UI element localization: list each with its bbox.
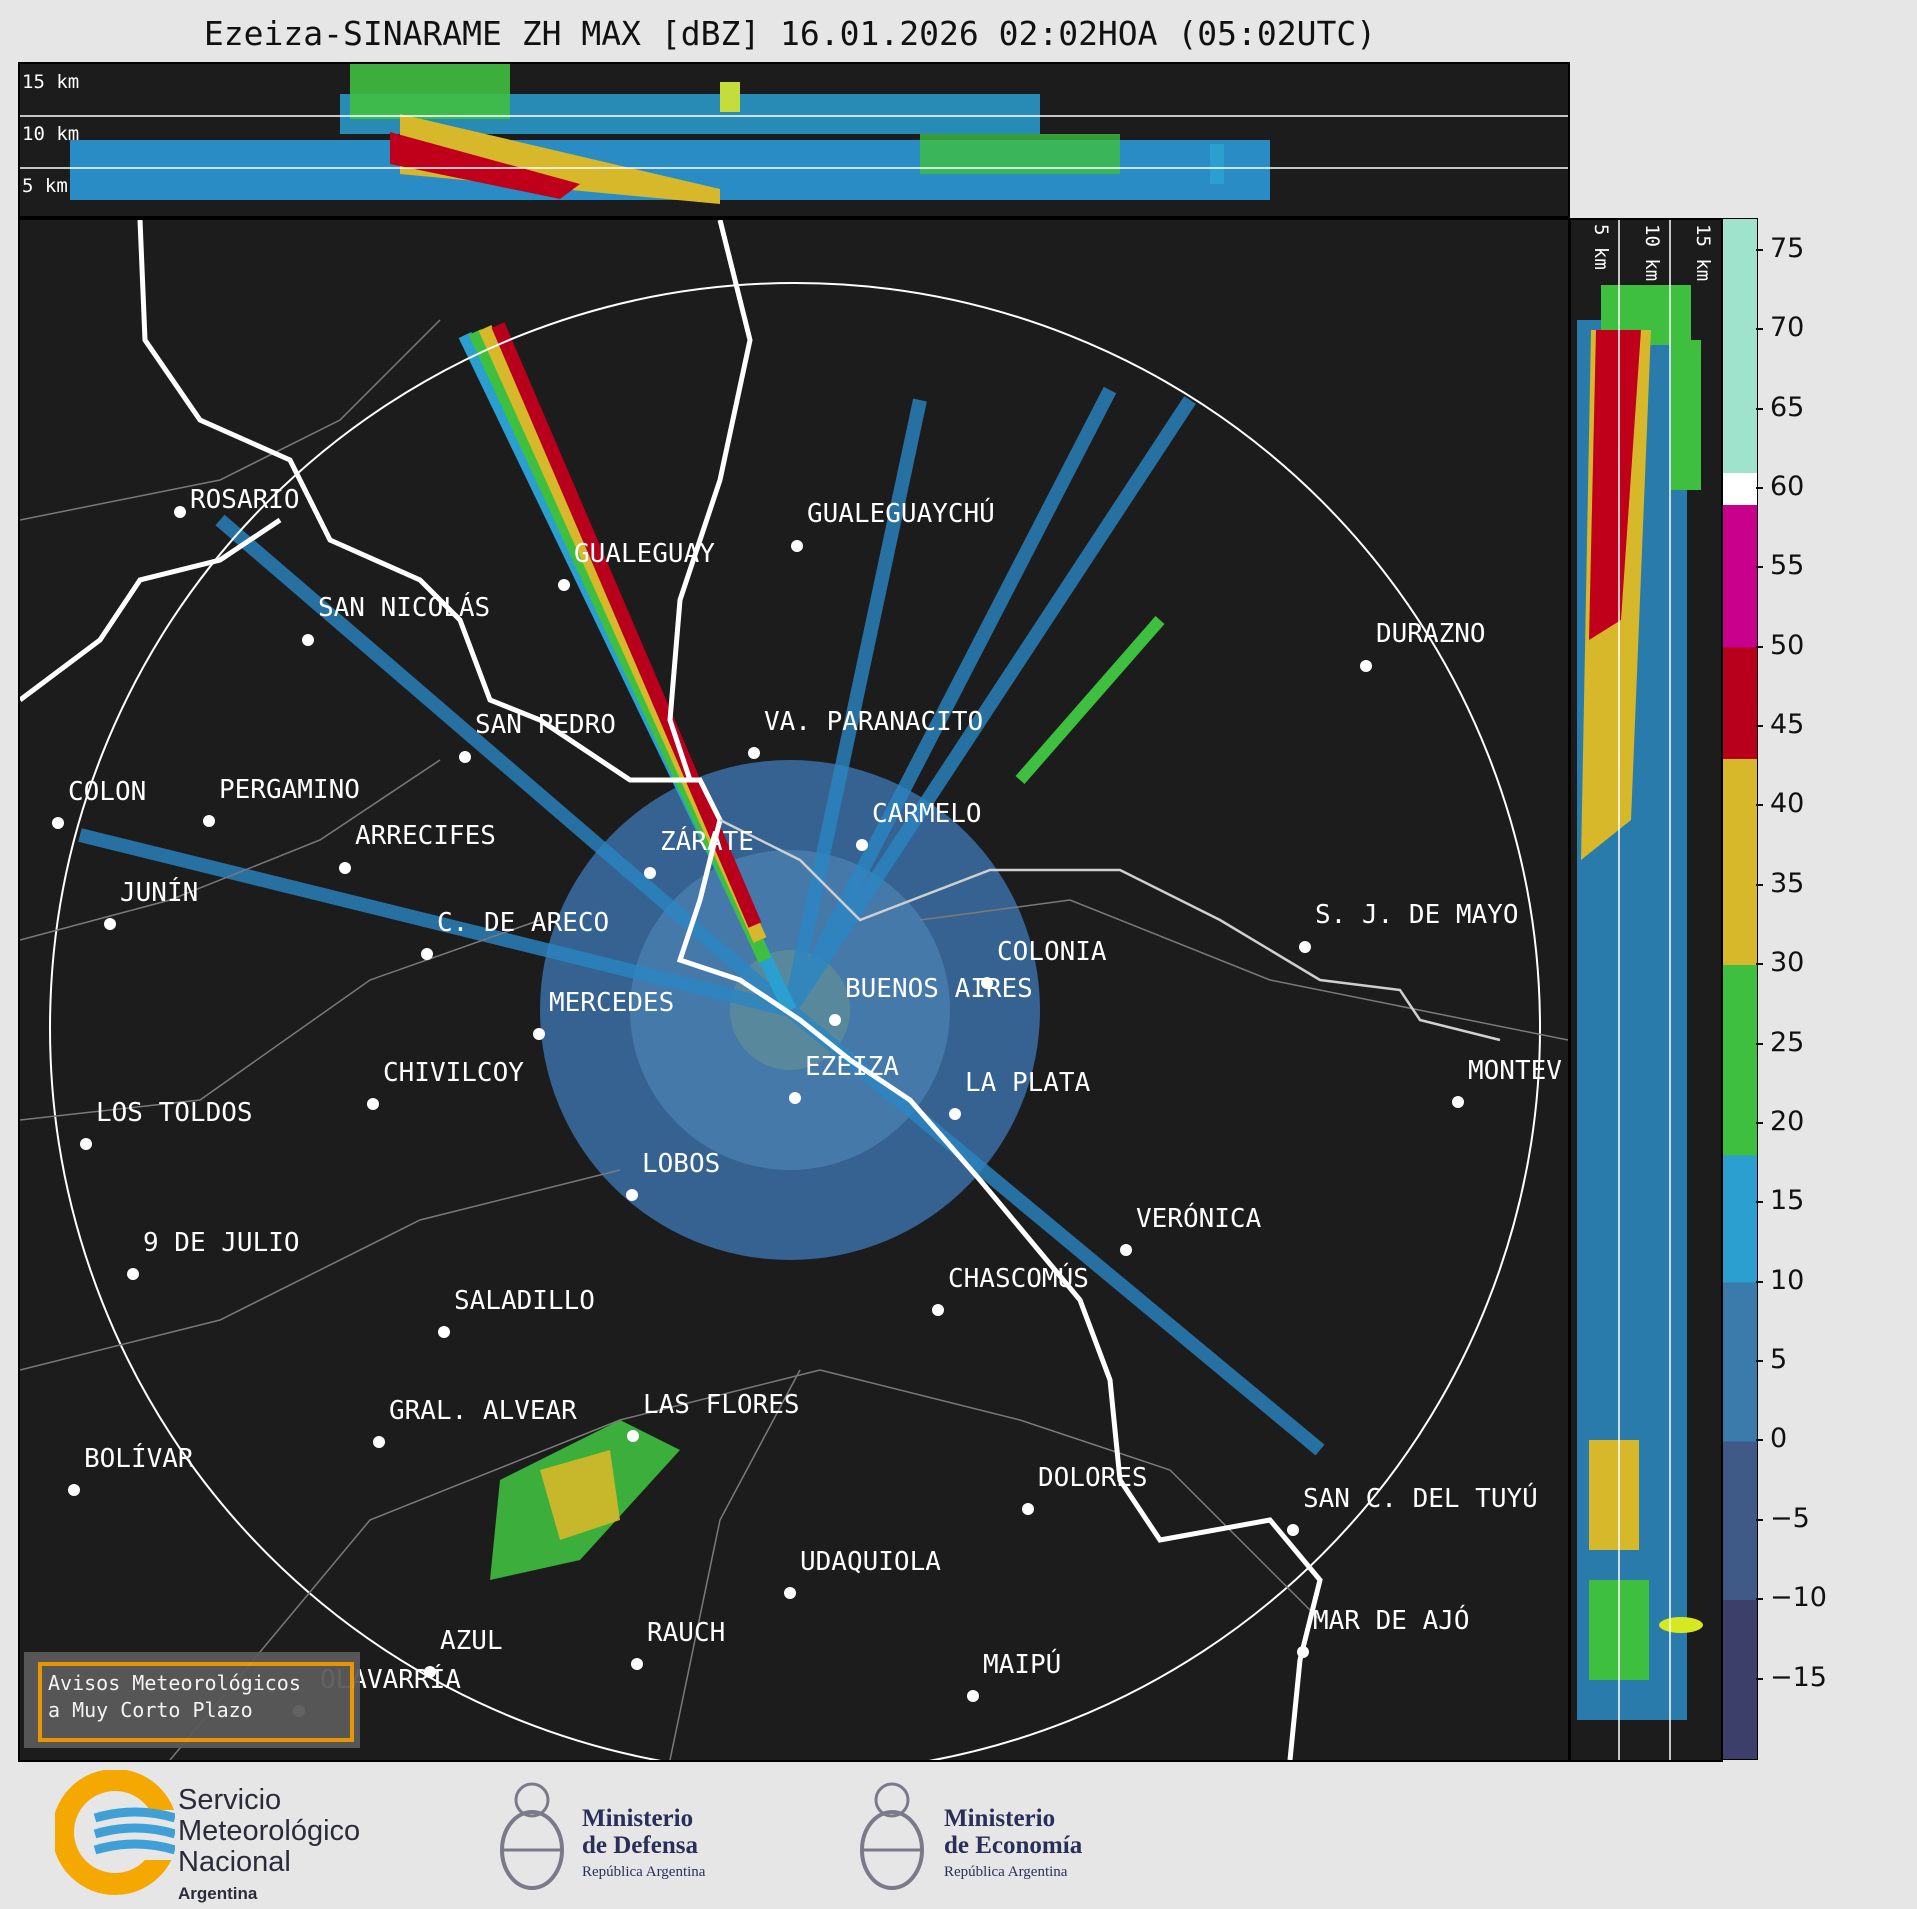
city-san-pedro: SAN PEDRO (475, 710, 616, 740)
colorbar-tick-label: 30 (1755, 947, 1804, 978)
colorbar-tick-label: 20 (1755, 1106, 1804, 1137)
colorbar-tick-label: 10 (1755, 1265, 1804, 1296)
city-gualeguay: GUALEGUAY (574, 539, 715, 569)
colorbar-tick-label: 70 (1755, 312, 1804, 343)
top-height-15: 15 km (22, 71, 79, 93)
defensa-line-3: República Argentina (582, 1864, 706, 1880)
colorbar-tick-label: 5 (1755, 1344, 1787, 1375)
city-la-plata: LA PLATA (965, 1068, 1091, 1098)
radar-map: ROSARIO GUALEGUAYCHÚ GUALEGUAY SAN NICOL… (18, 218, 1570, 1762)
city-zarate: ZÁRATE (660, 825, 754, 857)
city-chascomus: CHASCOMÚS (948, 1262, 1089, 1294)
city-pergamino: PERGAMINO (219, 775, 360, 805)
top-section-svg: 15 km 10 km 5 km (20, 64, 1568, 204)
colorbar-tick-label: 45 (1755, 709, 1804, 740)
colorbar-tick-label: 15 (1755, 1185, 1804, 1216)
coat-of-arms-economia-icon (860, 1782, 924, 1890)
city-junin: JUNÍN (120, 876, 198, 908)
city-los-toldos: LOS TOLDOS (96, 1098, 253, 1128)
city-c-de-areco: C. DE ARECO (437, 908, 609, 938)
city-mercedes: MERCEDES (549, 988, 674, 1018)
alert-box[interactable]: Avisos Meteorológicos a Muy Corto Plazo (24, 1652, 360, 1748)
city-9-de-julio: 9 DE JULIO (143, 1228, 300, 1258)
top-height-5: 5 km (22, 175, 68, 197)
chart-title: Ezeiza-SINARAME ZH MAX [dBZ] 16.01.2026 … (203, 14, 1377, 53)
city-veronica: VERÓNICA (1136, 1202, 1262, 1234)
city-las-flores: LAS FLORES (643, 1390, 800, 1420)
city-markers: ROSARIO GUALEGUAYCHÚ GUALEGUAY SAN NICOL… (52, 485, 1562, 1717)
city-azul: AZUL (440, 1626, 503, 1656)
side-height-15: 15 km (1692, 224, 1714, 281)
colorbar-tick-label: −15 (1756, 1662, 1827, 1693)
colorbar-tick-label: 55 (1755, 550, 1804, 581)
colorbar-tick-label: 65 (1755, 392, 1804, 423)
colorbar-tick-label: 60 (1755, 471, 1804, 502)
vertical-cross-section-top: 15 km 10 km 5 km (18, 62, 1570, 218)
city-carmelo: CARMELO (872, 799, 982, 829)
coastline (20, 220, 1323, 1760)
top-echoes (70, 64, 1270, 204)
smn-line-3: Nacional (178, 1846, 291, 1878)
reflectivity-echo (78, 322, 1325, 1580)
range-ring (49, 282, 1541, 1760)
economia-line-3: República Argentina (944, 1864, 1068, 1880)
side-section-svg: 5 km 10 km 15 km (1577, 220, 1714, 1760)
smn-line-2: Meteorológico (178, 1815, 361, 1847)
alert-line-1: Avisos Meteorológicos (48, 1671, 301, 1695)
city-montev: MONTEV (1468, 1056, 1562, 1086)
colorbar-tick-label: −5 (1756, 1503, 1810, 1534)
city-lobos: LOBOS (642, 1149, 720, 1179)
city-saladillo: SALADILLO (454, 1286, 595, 1316)
city-arrecifes: ARRECIFES (355, 821, 496, 851)
city-san-c-del-tuyu: SAN C. DEL TUYÚ (1303, 1482, 1538, 1514)
city-va-paranacito: VA. PARANACITO (764, 707, 983, 737)
city-san-nicolas: SAN NICOLÁS (318, 591, 490, 623)
city-durazno: DURAZNO (1376, 619, 1486, 649)
city-maipu: MAIPÚ (983, 1648, 1061, 1680)
vertical-cross-section-side: 5 km 10 km 15 km (1569, 218, 1723, 1762)
defensa-line-2: de Defensa (582, 1832, 698, 1859)
city-dolores: DOLORES (1038, 1463, 1148, 1493)
city-ezeiza: EZEIZA (805, 1052, 899, 1082)
city-gualeguaychu: GUALEGUAYCHÚ (807, 497, 995, 529)
economia-line-2: de Economía (944, 1832, 1083, 1859)
radar-map-svg: ROSARIO GUALEGUAYCHÚ GUALEGUAY SAN NICOL… (20, 220, 1568, 1760)
colorbar-tick-label: 25 (1755, 1027, 1804, 1058)
city-chivilcoy: CHIVILCOY (383, 1058, 524, 1088)
colorbar-tick-label: 50 (1755, 630, 1804, 661)
top-height-10: 10 km (22, 123, 79, 145)
city-udaquiola: UDAQUIOLA (800, 1547, 941, 1577)
city-mar-de-ajo: MAR DE AJÓ (1313, 1604, 1470, 1636)
colorbar-tick-label: 75 (1755, 233, 1804, 264)
defensa-line-1: Ministerio (582, 1805, 694, 1832)
side-height-5: 5 km (1590, 224, 1612, 270)
side-height-10: 10 km (1641, 224, 1663, 281)
city-colon: COLON (68, 777, 146, 807)
alert-line-2: a Muy Corto Plazo (48, 1698, 253, 1722)
colorbar-tick-label: 40 (1755, 788, 1804, 819)
coat-of-arms-defensa-icon (500, 1782, 564, 1890)
city-buenos-aires: BUENOS AIRES (845, 974, 1033, 1004)
smn-line-4: Argentina (178, 1884, 258, 1903)
side-echoes (1577, 285, 1703, 1720)
economia-line-1: Ministerio (944, 1805, 1056, 1832)
colorbar-tick-label: 35 (1755, 868, 1804, 899)
colorbar-tick-label: −10 (1756, 1582, 1827, 1613)
smn-logo-text: Servicio Meteorológico Nacional Argentin… (178, 1785, 360, 1909)
admin-boundaries (20, 319, 1568, 1760)
city-colonia: COLONIA (997, 937, 1107, 967)
defensa-logo-text: Ministerio de Defensa República Argentin… (582, 1805, 705, 1886)
uruguay-coast (719, 818, 1501, 1042)
smn-logo-icon (55, 1770, 175, 1895)
dbz-colorbar (1722, 218, 1758, 1760)
city-bolivar: BOLÍVAR (84, 1442, 194, 1474)
city-gral-alvear: GRAL. ALVEAR (389, 1396, 577, 1426)
city-rauch: RAUCH (647, 1618, 725, 1648)
city-rosario: ROSARIO (190, 485, 300, 515)
colorbar-tick-label: 0 (1755, 1423, 1787, 1454)
smn-line-1: Servicio (178, 1784, 282, 1816)
economia-logo-text: Ministerio de Economía República Argenti… (944, 1805, 1082, 1886)
city-sj-de-mayo: S. J. DE MAYO (1315, 900, 1519, 930)
